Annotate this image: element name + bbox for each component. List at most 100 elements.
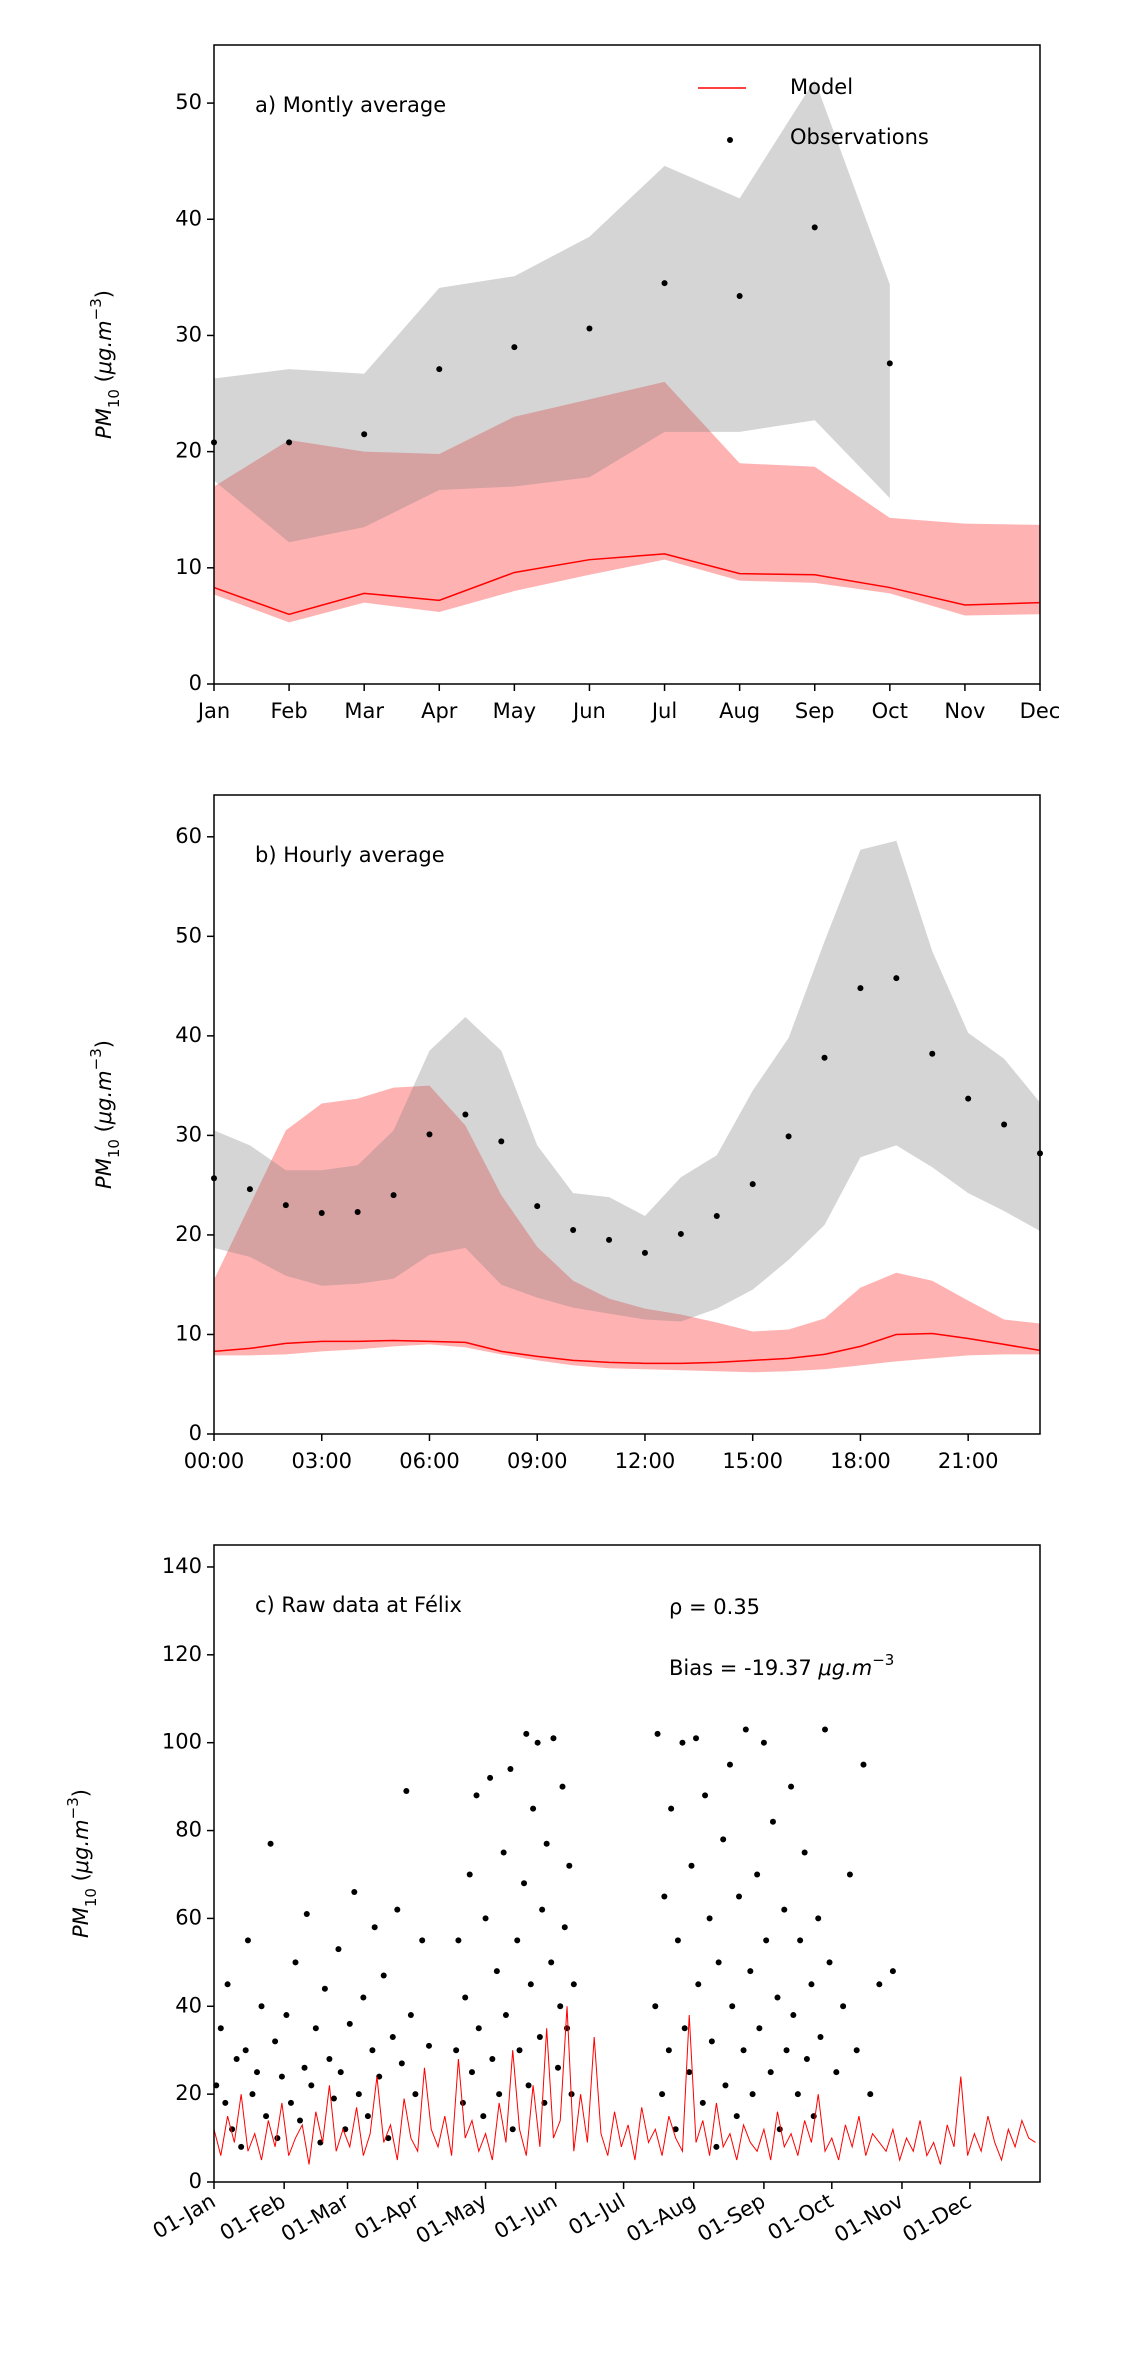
x-tick-label: 01-Oct <box>764 2189 838 2245</box>
label-part: ) <box>69 1789 93 1797</box>
annotation: Bias = -19.37 μg.m−3 <box>669 1651 894 1681</box>
point <box>797 1937 804 1944</box>
y-tick-label: 50 <box>175 923 202 947</box>
point <box>360 1994 367 2001</box>
point <box>821 1054 828 1061</box>
point <box>570 1981 577 1988</box>
x-tick-label: Oct <box>872 699 908 723</box>
point <box>548 1959 555 1966</box>
point <box>713 1213 720 1220</box>
point <box>774 1994 781 2001</box>
x-tick-label: Jun <box>571 699 606 723</box>
y-tick-label: 20 <box>175 2081 202 2105</box>
y-tick-label: 120 <box>162 1642 202 1666</box>
point <box>536 2034 543 2041</box>
label-part: ( <box>69 1873 93 1888</box>
annotation: b) Hourly average <box>255 843 445 867</box>
x-tick-label: May <box>493 699 536 723</box>
y-tick-label: 0 <box>189 2169 202 2193</box>
point <box>740 2047 747 2054</box>
label-part: 10 <box>82 1888 100 1907</box>
point <box>790 2012 797 2019</box>
label-part: PM <box>92 1158 116 1189</box>
x-tick-label: 01-Nov <box>830 2189 907 2247</box>
point <box>462 1111 469 1118</box>
y-tick-label: 40 <box>175 1993 202 2017</box>
point <box>308 2082 315 2089</box>
label-part: −3 <box>872 1651 894 1669</box>
point <box>514 1937 521 1944</box>
point <box>389 2034 396 2041</box>
point <box>468 2069 475 2076</box>
point <box>665 2047 672 2054</box>
point <box>390 1192 397 1199</box>
point <box>283 2012 290 2019</box>
point <box>893 975 900 982</box>
legend-label: Model <box>790 75 853 99</box>
legend-marker <box>727 137 733 143</box>
y-axis-label: PM10 (μg.m−3) <box>87 1040 123 1189</box>
y-tick-label: 20 <box>175 439 202 463</box>
point <box>312 2025 319 2032</box>
x-tick-label: Apr <box>421 699 458 723</box>
point <box>361 431 368 438</box>
point <box>688 1862 695 1869</box>
point <box>788 1783 795 1790</box>
point <box>278 2073 285 2080</box>
x-tick-label: 01-Jan <box>149 2189 220 2244</box>
point <box>376 2073 383 2080</box>
point <box>785 1133 792 1140</box>
y-tick-label: 50 <box>175 90 202 114</box>
point <box>794 2091 801 2098</box>
point <box>507 1766 514 1773</box>
point <box>330 2095 337 2102</box>
point <box>355 2091 362 2098</box>
point <box>550 1735 557 1742</box>
line <box>213 553 1041 616</box>
point <box>699 2099 706 2106</box>
label-part: PM <box>92 408 116 439</box>
y-tick-label: 30 <box>175 1122 202 1146</box>
point <box>729 2003 736 2010</box>
label-part: ( <box>92 1124 116 1139</box>
point <box>337 2069 344 2076</box>
label-part: ) <box>92 290 116 298</box>
x-tick-label: 03:00 <box>291 1449 352 1473</box>
point <box>840 2003 847 2010</box>
y-tick-label: 20 <box>175 1222 202 1246</box>
axes-frame <box>213 44 1041 685</box>
point <box>677 1230 684 1237</box>
point <box>459 2099 466 2106</box>
point <box>480 2113 487 2120</box>
point <box>713 2143 720 2150</box>
point <box>801 1849 808 1856</box>
axes-frame <box>213 794 1041 1435</box>
band <box>214 79 890 543</box>
y-tick-label: 10 <box>175 555 202 579</box>
point <box>760 1739 767 1746</box>
point <box>659 2091 666 2098</box>
label-part: ) <box>92 1040 116 1048</box>
point <box>668 1805 675 1812</box>
y-tick-label: 40 <box>175 1023 202 1047</box>
point <box>679 1739 686 1746</box>
y-tick-label: 0 <box>189 671 202 695</box>
point <box>1001 1121 1008 1128</box>
point <box>487 1774 494 1781</box>
point <box>238 2143 245 2150</box>
point <box>561 1924 568 1931</box>
point <box>889 1968 896 1975</box>
x-tick-label: Mar <box>344 699 384 723</box>
point <box>720 1836 727 1843</box>
label-part: PM <box>69 1907 93 1938</box>
point <box>287 2099 294 2106</box>
point <box>846 1871 853 1878</box>
point <box>674 1937 681 1944</box>
point <box>867 2091 874 2098</box>
point <box>808 1981 815 1988</box>
label-part: μg.m <box>69 1819 93 1874</box>
point <box>318 1210 325 1217</box>
axes-frame <box>213 1544 1041 2183</box>
point <box>292 1959 299 1966</box>
point <box>763 1937 770 1944</box>
